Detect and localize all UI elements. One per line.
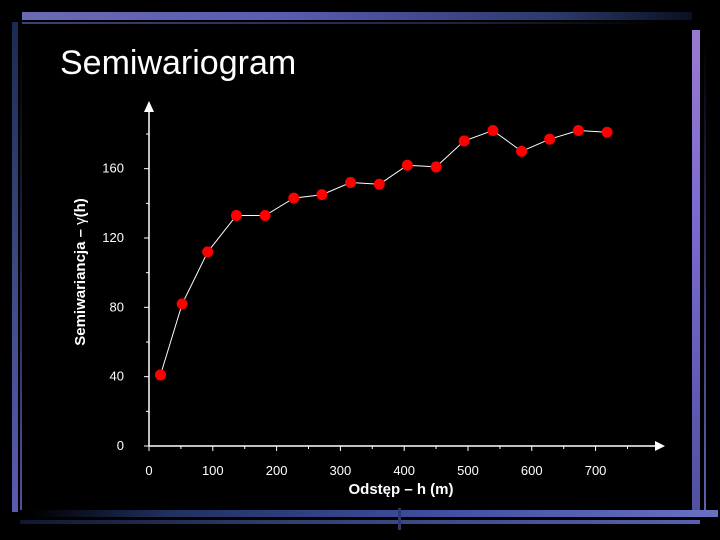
x-tick-label: 200	[266, 463, 288, 478]
y-tick-label: 160	[102, 161, 124, 176]
y-axis-title-prefix: Semiwariancja –	[72, 225, 89, 346]
data-point	[202, 246, 214, 258]
series-line	[160, 129, 608, 376]
x-tick-label: 300	[330, 463, 352, 478]
x-tick-label: 400	[393, 463, 415, 478]
data-point	[176, 298, 188, 310]
data-point	[401, 159, 413, 171]
data-point	[345, 177, 357, 189]
frame-bottom-line	[20, 520, 700, 524]
y-tick-label: 120	[102, 230, 124, 245]
x-tick-label: 100	[202, 463, 224, 478]
y-axis-arrow	[144, 101, 154, 112]
slide-title: Semiwariogram	[60, 44, 297, 82]
frame-right-bar	[692, 30, 700, 510]
y-tick-label: 80	[110, 299, 124, 314]
frame-top-line	[22, 22, 662, 24]
x-axis-arrow	[655, 441, 665, 451]
frame-top-bar	[22, 12, 692, 20]
data-point	[259, 209, 271, 221]
data-point	[230, 209, 242, 221]
frame-left-line	[20, 30, 22, 510]
x-axis-title: Odstęp – h (m)	[348, 481, 453, 498]
data-point	[316, 189, 328, 201]
series-line-layer	[160, 129, 608, 376]
data-point	[572, 125, 584, 137]
x-tick-label: 700	[585, 463, 607, 478]
frame-right-line	[704, 40, 706, 510]
y-axis-title-suffix: (h)	[72, 198, 89, 217]
frame-bottom-bar	[30, 510, 718, 517]
data-point	[458, 135, 470, 147]
x-tick-label: 600	[521, 463, 543, 478]
data-points-layer	[154, 125, 613, 381]
y-tick-label: 0	[117, 438, 124, 453]
data-point	[373, 178, 385, 190]
frame-left-bar	[12, 22, 18, 512]
axes-layer	[144, 101, 665, 451]
data-point	[601, 126, 613, 138]
data-point	[544, 133, 556, 145]
ticks-layer: 0 40 80 120 160 0 100 200 300 400 500 600 700	[102, 133, 628, 478]
y-axis-title-symbol: γ	[72, 217, 89, 225]
y-axis-title: Semiwariancja – γ(h)	[72, 198, 89, 346]
data-point	[487, 125, 499, 137]
data-point	[430, 161, 442, 173]
data-point	[516, 145, 528, 157]
x-tick-label: 500	[457, 463, 479, 478]
data-point	[154, 369, 166, 381]
y-tick-label: 40	[110, 369, 124, 384]
x-tick-label: 0	[145, 463, 152, 478]
frame-bottom-divider	[398, 508, 401, 530]
data-point	[288, 192, 300, 204]
